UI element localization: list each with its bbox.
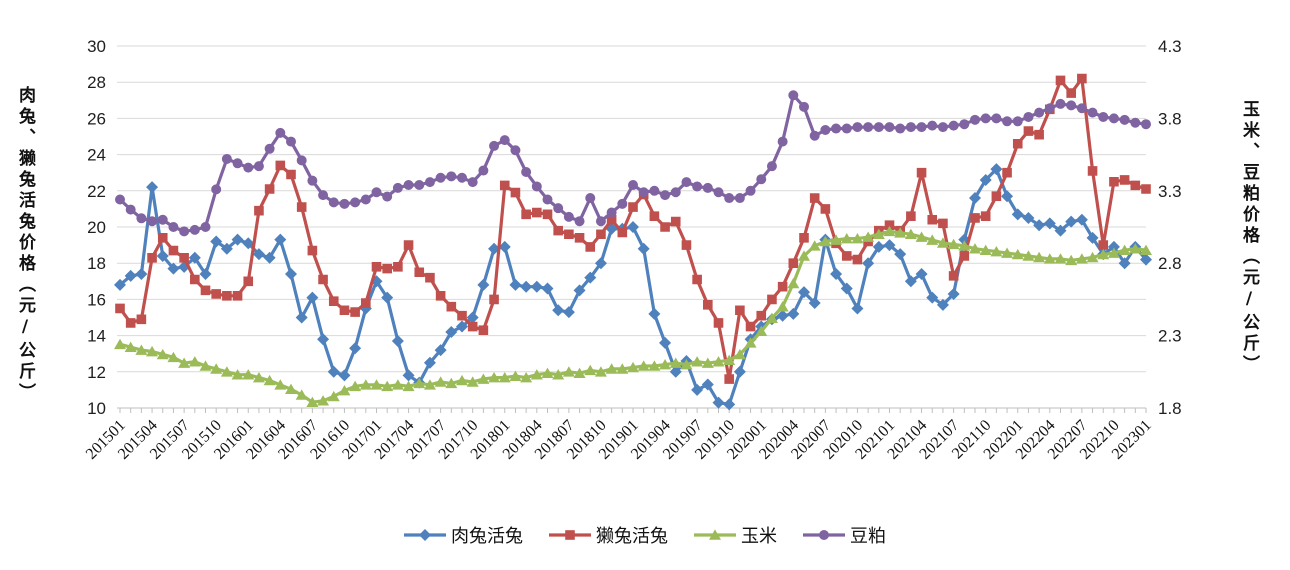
legend-item-玉米: 玉米 — [694, 522, 777, 548]
y-axis-left-label: 28 — [87, 73, 106, 92]
y-axis-right-label: 2.8 — [1158, 254, 1182, 273]
legend-item-獭兔活兔: 獭兔活兔 — [549, 522, 668, 548]
y-axis-right-label: 4.3 — [1158, 37, 1182, 56]
legend-label: 豆粕 — [850, 526, 886, 547]
legend-label: 玉米 — [741, 526, 777, 547]
y-axis-right-label: 3.8 — [1158, 109, 1182, 128]
left-axis-title: 肉兔、獭兔活兔价格（元/公斤） — [15, 86, 35, 404]
y-axis-left-label: 12 — [87, 363, 106, 382]
legend-marker-circle-icon — [803, 530, 845, 540]
y-axis-left-label: 30 — [87, 37, 106, 56]
y-axis-left-label: 20 — [87, 218, 106, 237]
legend-label: 獭兔活兔 — [596, 526, 668, 547]
y-axis-left-label: 14 — [87, 327, 106, 346]
y-axis-right-label: 3.3 — [1158, 182, 1182, 201]
legend-marker-triangle-icon — [694, 529, 736, 540]
series-markers-豆粕 — [115, 90, 1151, 237]
y-axis-left-label: 18 — [87, 254, 106, 273]
y-axis-right-label: 1.8 — [1158, 399, 1182, 418]
y-axis-left-label: 10 — [87, 399, 106, 418]
y-axis-left-label: 26 — [87, 109, 106, 128]
legend-label: 肉兔活兔 — [451, 526, 523, 547]
legend-item-肉兔活兔: 肉兔活兔 — [404, 522, 523, 548]
y-axis-left-label: 22 — [87, 182, 106, 201]
y-axis-left-label: 16 — [87, 290, 106, 309]
legend-item-豆粕: 豆粕 — [803, 522, 886, 548]
y-axis-left-label: 24 — [87, 146, 106, 165]
series-markers-玉米 — [114, 225, 1152, 408]
legend-marker-square-icon — [549, 530, 591, 540]
legend: 肉兔活兔 獭兔活兔 玉米 豆粕 — [0, 522, 1290, 548]
legend-marker-diamond-icon — [404, 529, 446, 541]
right-axis-title: 玉米、豆粕价格（元/公斤） — [1239, 100, 1259, 376]
y-axis-right-label: 2.3 — [1158, 327, 1182, 346]
